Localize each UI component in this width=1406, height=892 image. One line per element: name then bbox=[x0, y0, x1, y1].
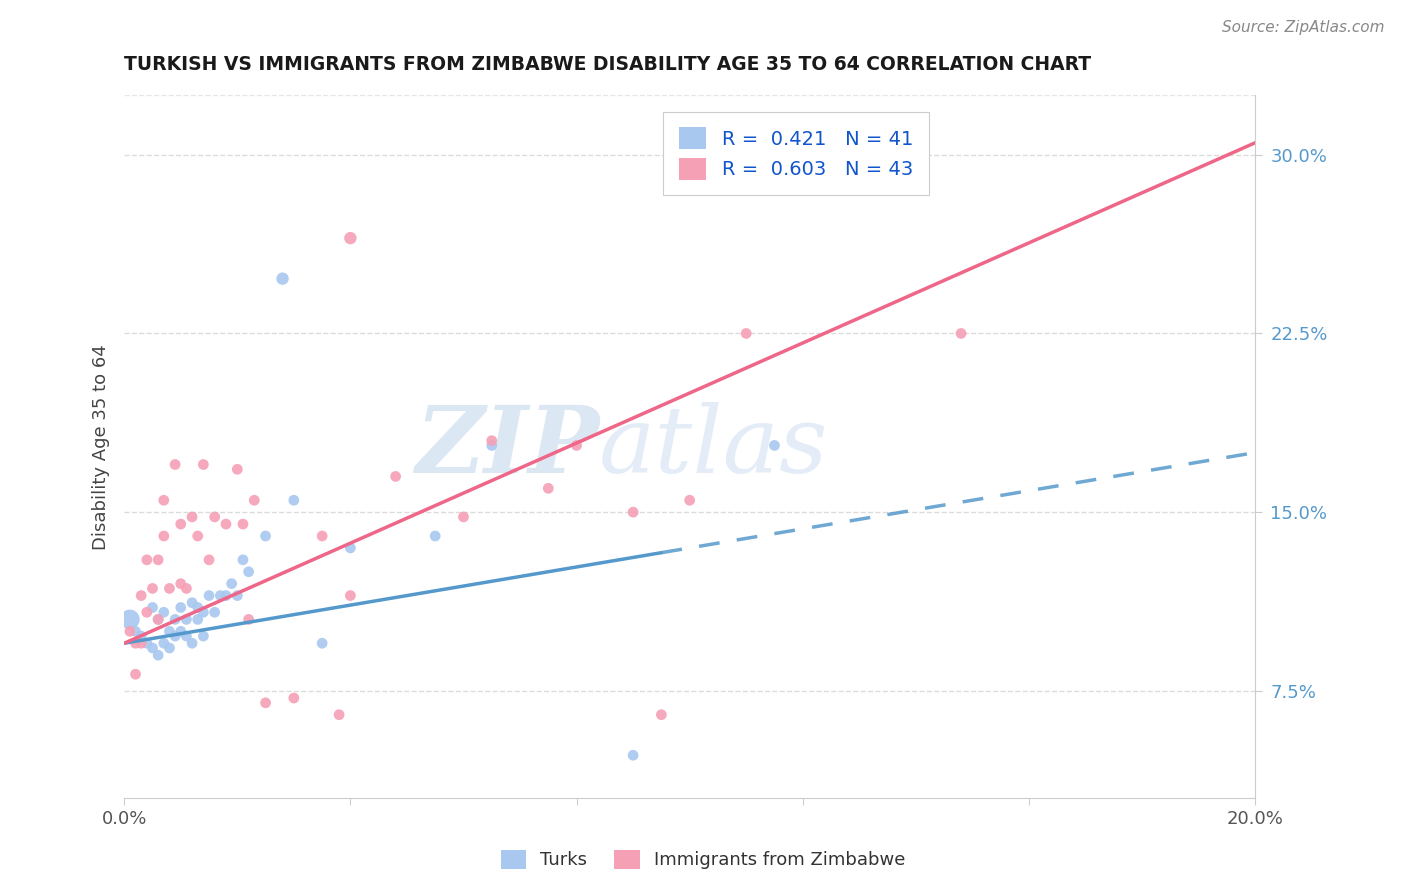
Point bbox=[238, 565, 260, 579]
Point bbox=[152, 636, 174, 650]
Point bbox=[181, 596, 204, 610]
Point bbox=[283, 493, 305, 508]
Point bbox=[271, 271, 294, 285]
Point bbox=[141, 640, 163, 655]
Point bbox=[124, 636, 146, 650]
Text: TURKISH VS IMMIGRANTS FROM ZIMBABWE DISABILITY AGE 35 TO 64 CORRELATION CHART: TURKISH VS IMMIGRANTS FROM ZIMBABWE DISA… bbox=[124, 55, 1091, 74]
Point bbox=[146, 612, 169, 626]
Point bbox=[152, 605, 174, 619]
Point bbox=[170, 576, 193, 591]
Point bbox=[384, 469, 406, 483]
Point bbox=[135, 636, 157, 650]
Point bbox=[118, 624, 141, 639]
Point bbox=[232, 517, 254, 532]
Point bbox=[135, 553, 157, 567]
Legend: Turks, Immigrants from Zimbabwe: Turks, Immigrants from Zimbabwe bbox=[492, 841, 914, 879]
Point bbox=[204, 605, 226, 619]
Point bbox=[193, 605, 215, 619]
Point bbox=[159, 640, 181, 655]
Point bbox=[481, 438, 503, 452]
Point bbox=[170, 517, 193, 532]
Point bbox=[226, 462, 249, 476]
Point bbox=[215, 517, 238, 532]
Point bbox=[176, 629, 198, 643]
Point bbox=[181, 510, 204, 524]
Point bbox=[328, 707, 350, 722]
Point bbox=[176, 612, 198, 626]
Point bbox=[170, 624, 193, 639]
Point bbox=[165, 612, 187, 626]
Point bbox=[453, 510, 475, 524]
Point bbox=[763, 438, 786, 452]
Point bbox=[679, 493, 702, 508]
Point bbox=[209, 589, 232, 603]
Point bbox=[950, 326, 973, 341]
Point bbox=[198, 553, 221, 567]
Point bbox=[481, 434, 503, 448]
Point bbox=[193, 458, 215, 472]
Point bbox=[238, 612, 260, 626]
Point bbox=[124, 624, 146, 639]
Point bbox=[176, 582, 198, 596]
Point bbox=[311, 529, 333, 543]
Point bbox=[254, 529, 277, 543]
Legend: R =  0.421   N = 41, R =  0.603   N = 43: R = 0.421 N = 41, R = 0.603 N = 43 bbox=[664, 112, 929, 195]
Point bbox=[159, 582, 181, 596]
Point bbox=[232, 553, 254, 567]
Text: Source: ZipAtlas.com: Source: ZipAtlas.com bbox=[1222, 20, 1385, 35]
Point bbox=[650, 707, 672, 722]
Point bbox=[187, 600, 209, 615]
Point bbox=[187, 612, 209, 626]
Point bbox=[204, 510, 226, 524]
Point bbox=[283, 691, 305, 706]
Point bbox=[146, 612, 169, 626]
Point bbox=[118, 612, 141, 626]
Point bbox=[425, 529, 447, 543]
Point bbox=[187, 529, 209, 543]
Point bbox=[565, 438, 588, 452]
Point bbox=[141, 582, 163, 596]
Point bbox=[146, 553, 169, 567]
Point bbox=[165, 458, 187, 472]
Text: ZIP: ZIP bbox=[415, 401, 599, 491]
Point bbox=[215, 589, 238, 603]
Point bbox=[141, 600, 163, 615]
Point bbox=[254, 696, 277, 710]
Point bbox=[152, 529, 174, 543]
Point bbox=[129, 636, 152, 650]
Point bbox=[311, 636, 333, 650]
Point bbox=[152, 493, 174, 508]
Point bbox=[159, 624, 181, 639]
Point bbox=[339, 541, 361, 555]
Point bbox=[135, 605, 157, 619]
Point bbox=[198, 589, 221, 603]
Point bbox=[226, 589, 249, 603]
Point bbox=[339, 589, 361, 603]
Point bbox=[243, 493, 266, 508]
Point bbox=[221, 576, 243, 591]
Point bbox=[124, 667, 146, 681]
Text: atlas: atlas bbox=[599, 401, 828, 491]
Point bbox=[537, 481, 560, 495]
Point bbox=[165, 629, 187, 643]
Point bbox=[181, 636, 204, 650]
Point bbox=[621, 505, 644, 519]
Point bbox=[129, 589, 152, 603]
Point bbox=[193, 629, 215, 643]
Point bbox=[146, 648, 169, 662]
Point bbox=[621, 748, 644, 763]
Y-axis label: Disability Age 35 to 64: Disability Age 35 to 64 bbox=[93, 343, 110, 549]
Point bbox=[339, 231, 361, 245]
Point bbox=[170, 600, 193, 615]
Point bbox=[129, 629, 152, 643]
Point bbox=[735, 326, 758, 341]
